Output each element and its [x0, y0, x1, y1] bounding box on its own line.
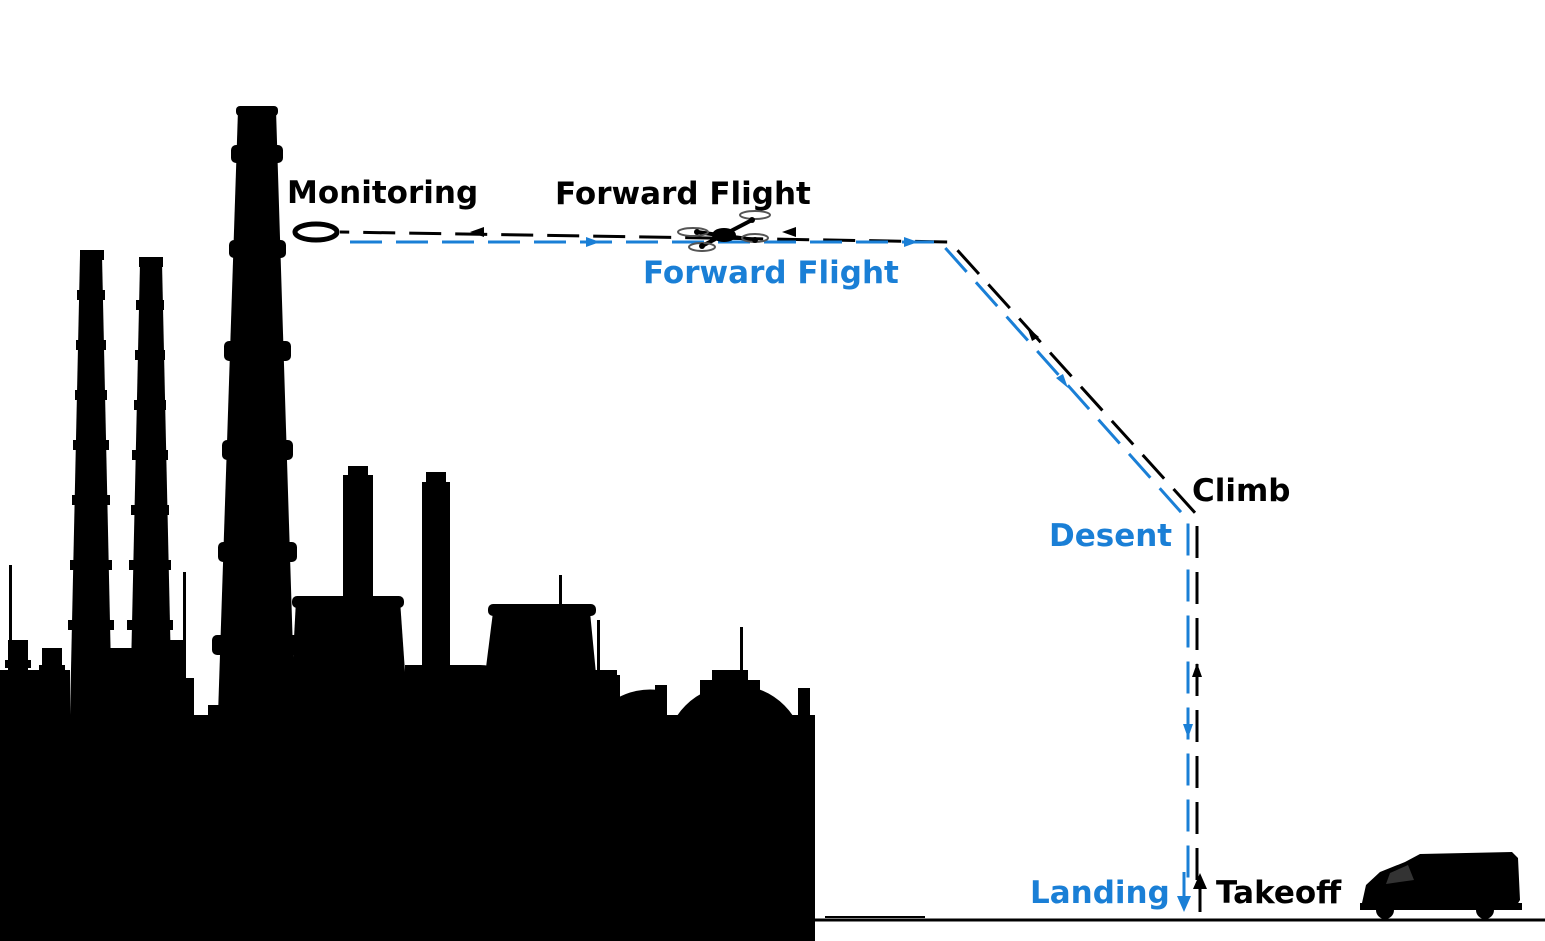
van-icon	[1360, 852, 1522, 919]
industrial-plant-silhouette	[0, 106, 815, 941]
return-flight-path	[350, 240, 1190, 880]
return-direction-arrows	[586, 237, 1193, 738]
takeoff-label: Takeoff	[1216, 875, 1342, 911]
monitoring-label: Monitoring	[287, 175, 478, 211]
takeoff-arrow	[1193, 873, 1207, 912]
forward-flight-outbound-label: Forward Flight	[555, 176, 811, 212]
landing-label: Landing	[1030, 875, 1170, 911]
outbound-direction-arrows	[470, 227, 1202, 677]
climb-label: Climb	[1192, 473, 1291, 509]
outbound-flight-path	[339, 230, 1199, 880]
landing-arrow	[1177, 872, 1191, 912]
monitoring-ring-icon	[292, 221, 340, 243]
descent-label: Desent	[1049, 518, 1172, 554]
forward-flight-return-label: Forward Flight	[643, 255, 899, 291]
quadcopter-drone-icon	[677, 210, 771, 252]
